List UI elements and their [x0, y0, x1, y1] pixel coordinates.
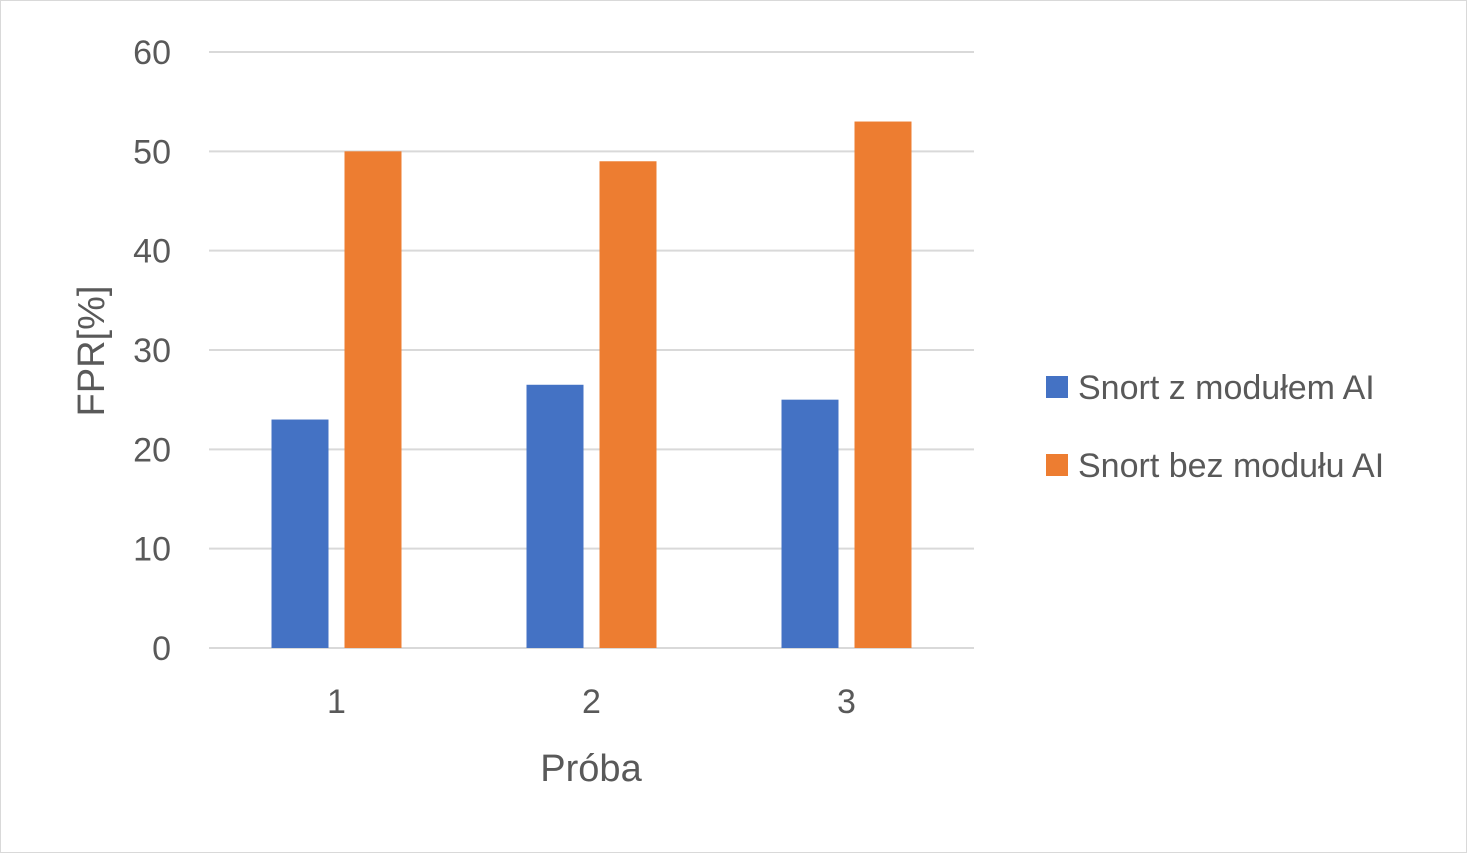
y-axis-tick-labels: 0 10 20 30 40 50 60	[133, 34, 171, 668]
y-tick-label-30: 30	[133, 332, 171, 370]
bar-series1-category-2	[526, 384, 584, 648]
bar-series2-category-2	[599, 161, 657, 648]
y-tick-label-50: 50	[133, 133, 171, 171]
legend-label-snort-bez-modulu-ai: Snort bez modułu AI	[1078, 447, 1384, 485]
y-tick-label-20: 20	[133, 431, 171, 469]
legend-swatch-snort-bez-modulu-ai	[1046, 454, 1068, 476]
gridlines	[209, 51, 974, 649]
bars	[271, 121, 912, 649]
bar-series2-category-3	[854, 121, 912, 649]
bar-series1-category-3	[781, 399, 839, 648]
legend-swatch-snort-z-modulem-ai	[1046, 376, 1068, 398]
bar-series2-category-1	[344, 151, 402, 649]
x-axis-tick-labels: 1 2 3	[327, 683, 856, 721]
x-axis-title: Próba	[540, 748, 642, 790]
x-tick-label-3: 3	[837, 683, 856, 721]
y-tick-label-10: 10	[133, 531, 171, 569]
y-tick-label-60: 60	[133, 34, 171, 72]
bar-series1-category-1	[271, 419, 329, 648]
x-tick-label-1: 1	[327, 683, 346, 721]
y-axis-title: FPR[%]	[71, 286, 113, 417]
legend: Snort z modułem AI Snort bez modułu AI	[1046, 369, 1384, 485]
legend-label-snort-z-modulem-ai: Snort z modułem AI	[1078, 369, 1375, 407]
y-tick-label-40: 40	[133, 233, 171, 271]
y-tick-label-0: 0	[152, 630, 171, 668]
x-tick-label-2: 2	[582, 683, 601, 721]
